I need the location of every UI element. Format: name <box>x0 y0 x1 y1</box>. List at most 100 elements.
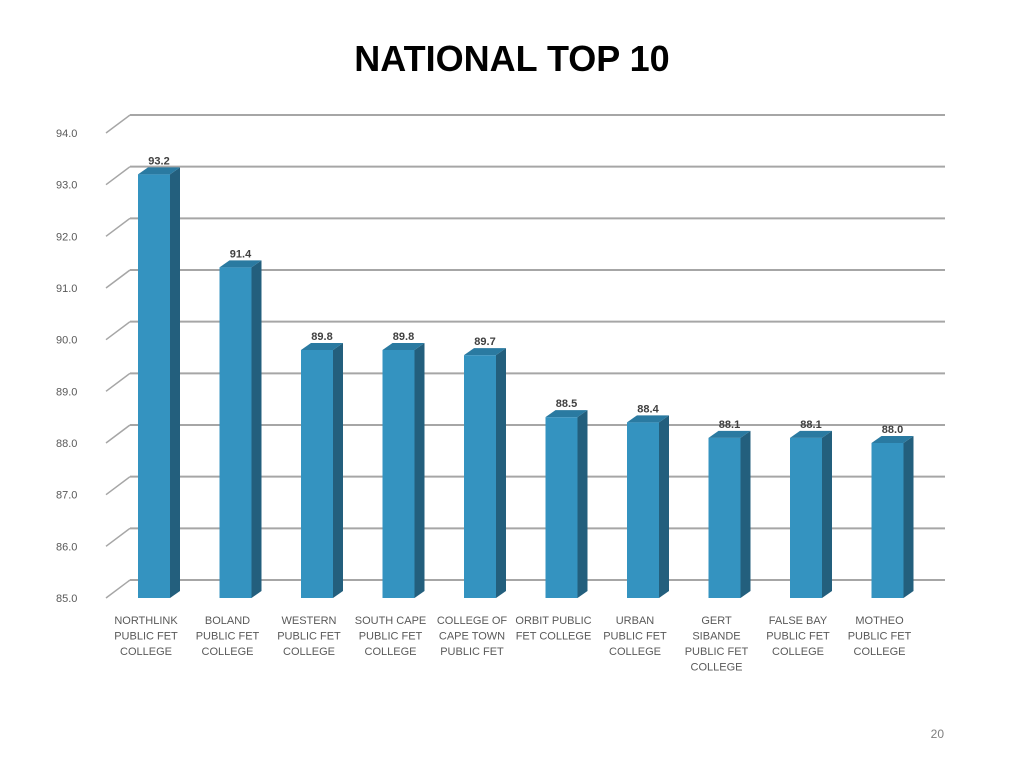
y-tick-label: 90.0 <box>56 335 77 347</box>
data-label: 89.7 <box>474 336 495 348</box>
x-tick-line: PUBLIC FET <box>114 631 178 643</box>
x-tick-line: COLLEGE <box>365 646 417 658</box>
x-tick-line: NORTHLINK <box>114 615 178 627</box>
x-tick-line: BOLAND <box>205 615 250 627</box>
data-label: 88.5 <box>556 398 577 410</box>
bar <box>138 167 180 599</box>
x-tick-line: COLLEGE <box>609 646 661 658</box>
bar-top <box>790 430 832 438</box>
x-tick-line: PUBLIC FET <box>685 646 749 658</box>
bar-side <box>496 348 506 598</box>
bar-top <box>871 436 914 443</box>
gridline-side <box>105 527 131 547</box>
bar-front <box>545 417 578 598</box>
data-label: 88.1 <box>719 419 740 431</box>
x-tick-label: ORBIT PUBLIC FET COLLEGE <box>515 615 591 643</box>
y-tick-label: 87.0 <box>56 490 77 502</box>
bar <box>871 436 914 598</box>
gridline-side <box>105 372 131 392</box>
bar-side <box>577 410 588 598</box>
y-tick-label: 85.0 <box>56 593 77 605</box>
y-axis-ticks: 85.0 86.0 87.0 88.0 89.0 90.0 91.0 92.0 93.0 94.0 <box>56 128 77 605</box>
x-tick-label: SOUTH CAPE PUBLIC FET COLLEGE <box>355 615 427 658</box>
bar <box>627 415 669 598</box>
data-label: 88.0 <box>882 424 903 436</box>
x-tick-line: CAPE TOWN <box>439 631 505 643</box>
x-tick-line: PUBLIC FET <box>848 631 912 643</box>
bar-side <box>822 430 832 598</box>
data-label: 89.8 <box>311 331 332 343</box>
x-tick-line: COLLEGE <box>691 662 743 674</box>
data-label: 89.8 <box>393 331 414 343</box>
y-tick-label: 91.0 <box>56 283 77 295</box>
x-tick-line: PUBLIC FET <box>440 646 504 658</box>
x-tick-line: MOTHEO <box>855 615 904 627</box>
bar-front <box>301 350 333 598</box>
x-tick-line: SIBANDE <box>692 631 740 643</box>
bar-top <box>138 167 180 175</box>
page-number: 20 <box>930 727 944 741</box>
x-tick-line: PUBLIC FET <box>196 631 260 643</box>
bar-top <box>708 430 751 438</box>
bar-side <box>740 430 751 598</box>
bar-side <box>251 260 262 598</box>
y-tick-label: 93.0 <box>56 180 77 192</box>
gridline-side <box>105 476 131 496</box>
bar-front <box>790 437 822 598</box>
gridline-side <box>105 166 131 186</box>
bar-front <box>871 443 904 598</box>
bar <box>708 430 751 598</box>
bar-top <box>219 260 262 268</box>
x-tick-label: GERT SIBANDE PUBLIC FET COLLEGE <box>685 615 749 674</box>
x-tick-line: GERT <box>701 615 732 627</box>
grid-layer <box>105 114 945 599</box>
bar-front <box>138 174 170 599</box>
bar-front <box>708 437 741 598</box>
x-tick-label: URBAN PUBLIC FET COLLEGE <box>603 615 667 658</box>
x-tick-line: ORBIT PUBLIC <box>515 615 591 627</box>
bar-side <box>659 415 669 598</box>
x-tick-line: COLLEGE <box>120 646 172 658</box>
x-tick-label: BOLAND PUBLIC FET COLLEGE <box>196 615 260 658</box>
x-tick-line: PUBLIC FET <box>277 631 341 643</box>
slide-title: NATIONAL TOP 10 <box>354 38 670 79</box>
bar-side <box>903 436 914 598</box>
bar-front <box>219 267 252 598</box>
x-tick-line: COLLEGE OF <box>437 615 508 627</box>
bar-front <box>627 422 659 598</box>
bars-layer <box>138 167 914 599</box>
bar-front <box>464 355 496 598</box>
bar-front <box>382 350 415 598</box>
gridline-side <box>105 114 131 134</box>
data-label: 91.4 <box>230 248 252 260</box>
x-tick-label: NORTHLINK PUBLIC FET COLLEGE <box>114 615 178 658</box>
data-label: 93.2 <box>148 155 169 167</box>
gridline-side <box>105 579 131 599</box>
gridline-side <box>105 321 131 341</box>
x-tick-label: FALSE BAY PUBLIC FET COLLEGE <box>766 615 830 658</box>
x-tick-line: COLLEGE <box>854 646 906 658</box>
data-label: 88.1 <box>800 419 821 431</box>
y-tick-label: 92.0 <box>56 231 77 243</box>
y-tick-label: 89.0 <box>56 386 77 398</box>
bar <box>301 343 343 598</box>
x-tick-line: PUBLIC FET <box>603 631 667 643</box>
gridline-side <box>105 424 131 444</box>
bar-top <box>545 410 588 418</box>
bar <box>545 410 588 598</box>
x-tick-line: SOUTH CAPE <box>355 615 427 627</box>
gridline-side <box>105 217 131 237</box>
x-tick-label: COLLEGE OF CAPE TOWN PUBLIC FET <box>437 615 508 658</box>
bar-top <box>382 343 425 350</box>
x-tick-line: FET COLLEGE <box>516 631 592 643</box>
bar-side <box>170 167 180 599</box>
x-tick-line: PUBLIC FET <box>359 631 423 643</box>
x-tick-line: FALSE BAY <box>769 615 828 627</box>
y-tick-label: 86.0 <box>56 541 77 553</box>
x-tick-line: WESTERN <box>282 615 337 627</box>
data-labels-layer: 93.2 91.4 89.8 89.8 89.7 88.5 88.4 88.1 88.1 88.0 <box>148 155 903 436</box>
bar-chart: 85.0 86.0 87.0 88.0 89.0 90.0 91.0 92.0 93.0 94.0… <box>56 114 945 674</box>
bar-top <box>627 415 669 423</box>
x-tick-line: COLLEGE <box>283 646 335 658</box>
x-tick-line: COLLEGE <box>772 646 824 658</box>
